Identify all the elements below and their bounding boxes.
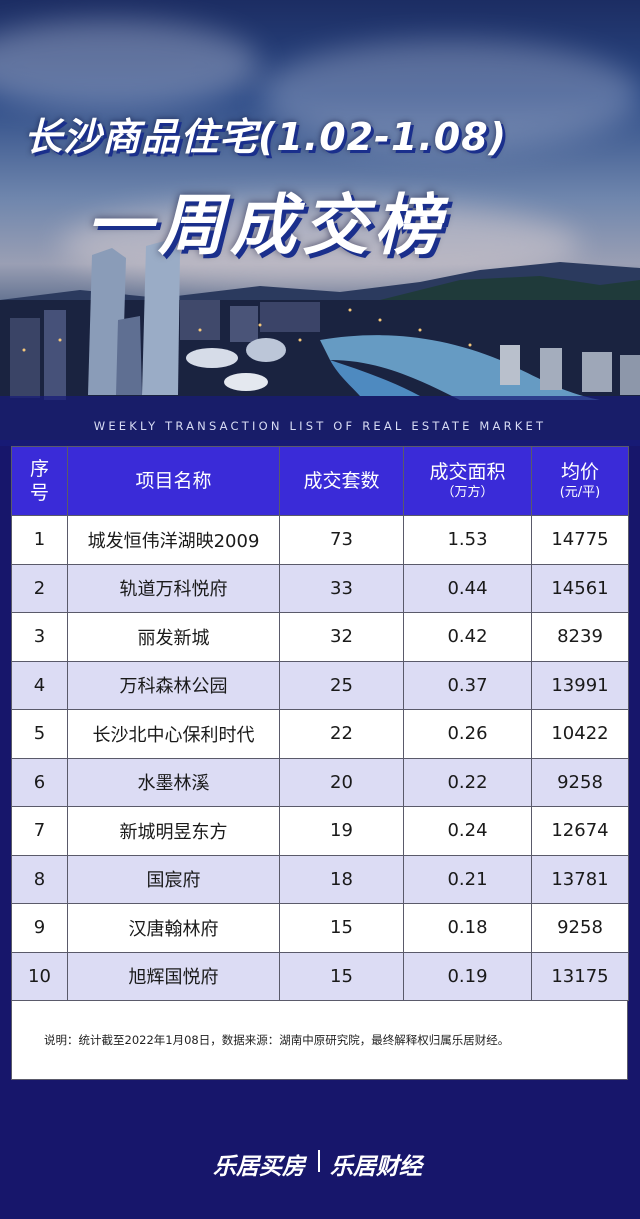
cell-index: 3: [11, 612, 68, 662]
cell-area: 0.44: [403, 563, 532, 613]
cell-price: 13991: [531, 660, 629, 710]
cell-area: 0.22: [403, 757, 532, 807]
cell-name: 城发恒伟洋湖映2009: [67, 515, 280, 565]
cell-area: 0.37: [403, 660, 532, 710]
cell-units: 15: [279, 951, 404, 1001]
lejucaijing-logo: 乐居财经: [330, 1154, 422, 1180]
cell-units: 15: [279, 903, 404, 953]
cell-name: 新城明昱东方: [67, 806, 280, 856]
cell-price: 13175: [531, 951, 629, 1001]
header-area-unit: （万方）: [441, 485, 494, 500]
header-index-line1: 序: [29, 458, 49, 480]
cell-area: 0.18: [403, 903, 532, 953]
page-title-line2: 一周成交榜: [86, 187, 446, 264]
cell-area: 0.19: [403, 951, 532, 1001]
cell-index: 1: [11, 515, 68, 565]
ranking-table-container: 序 号 项目名称 成交套数 成交面积 （万方） 均价 (元/平) 1 城发恒伟洋…: [11, 446, 629, 1001]
cell-index: 6: [11, 757, 68, 807]
header-price-label: 均价: [560, 461, 599, 483]
cell-area: 0.42: [403, 612, 532, 662]
cell-units: 18: [279, 854, 404, 904]
cell-units: 73: [279, 515, 404, 565]
cell-units: 22: [279, 709, 404, 759]
lejumaifang-logo: 乐居买房: [213, 1154, 305, 1180]
cell-price: 12674: [531, 806, 629, 856]
table-row: 10 旭辉国悦府 15 0.19 13175: [11, 951, 629, 1001]
cell-price: 14775: [531, 515, 629, 565]
cell-units: 32: [279, 612, 404, 662]
cell-price: 10422: [531, 709, 629, 759]
header-area: 成交面积 （万方）: [403, 446, 532, 516]
cell-index: 7: [11, 806, 68, 856]
table-row: 8 国宸府 18 0.21 13781: [11, 854, 629, 904]
source-note: 说明：统计截至2022年1月08日，数据来源：湖南中原研究院，最终解释权归属乐居…: [44, 1033, 510, 1047]
cell-index: 4: [11, 660, 68, 710]
table-row: 6 水墨林溪 20 0.22 9258: [11, 757, 629, 807]
table-row: 3 丽发新城 32 0.42 8239: [11, 612, 629, 662]
cell-units: 20: [279, 757, 404, 807]
cell-area: 0.26: [403, 709, 532, 759]
cell-units: 19: [279, 806, 404, 856]
cell-area: 0.24: [403, 806, 532, 856]
cell-name: 国宸府: [67, 854, 280, 904]
table-row: 1 城发恒伟洋湖映2009 73 1.53 14775: [11, 515, 629, 565]
cell-price: 9258: [531, 903, 629, 953]
cell-index: 8: [11, 854, 68, 904]
header-price: 均价 (元/平): [531, 446, 629, 516]
note-box: 说明：统计截至2022年1月08日，数据来源：湖南中原研究院，最终解释权归属乐居…: [11, 1000, 628, 1080]
logo-divider: [318, 1150, 320, 1172]
table-row: 5 长沙北中心保利时代 22 0.26 10422: [11, 709, 629, 759]
table-header-row: 序 号 项目名称 成交套数 成交面积 （万方） 均价 (元/平): [11, 446, 629, 516]
cell-name: 轨道万科悦府: [67, 563, 280, 613]
cell-name: 丽发新城: [67, 612, 280, 662]
header-area-label: 成交面积: [429, 461, 506, 483]
cell-name: 长沙北中心保利时代: [67, 709, 280, 759]
cell-price: 13781: [531, 854, 629, 904]
cell-name: 水墨林溪: [67, 757, 280, 807]
table-row: 7 新城明昱东方 19 0.24 12674: [11, 806, 629, 856]
table-row: 2 轨道万科悦府 33 0.44 14561: [11, 563, 629, 613]
cell-area: 0.21: [403, 854, 532, 904]
page-subtitle: WEEKLY TRANSACTION LIST OF REAL ESTATE M…: [93, 419, 547, 433]
hero-cityscape-image: 长沙商品住宅(1.02-1.08) 一周成交榜: [0, 0, 640, 440]
header-index: 序 号: [11, 446, 68, 516]
header-name: 项目名称: [67, 446, 280, 516]
table-row: 4 万科森林公园 25 0.37 13991: [11, 660, 629, 710]
cell-price: 14561: [531, 563, 629, 613]
table-row: 9 汉唐翰林府 15 0.18 9258: [11, 903, 629, 953]
cell-units: 33: [279, 563, 404, 613]
header-price-unit: (元/平): [559, 485, 601, 500]
subtitle-band: [0, 396, 640, 446]
cell-name: 汉唐翰林府: [67, 903, 280, 953]
cell-index: 2: [11, 563, 68, 613]
header-units: 成交套数: [279, 446, 404, 516]
ranking-table: 序 号 项目名称 成交套数 成交面积 （万方） 均价 (元/平) 1 城发恒伟洋…: [11, 446, 629, 1001]
header-index-line2: 号: [29, 482, 49, 504]
cell-name: 万科森林公园: [67, 660, 280, 710]
cell-price: 8239: [531, 612, 629, 662]
cell-units: 25: [279, 660, 404, 710]
cell-area: 1.53: [403, 515, 532, 565]
cell-index: 5: [11, 709, 68, 759]
cell-index: 9: [11, 903, 68, 953]
cell-name: 旭辉国悦府: [67, 951, 280, 1001]
cell-index: 10: [11, 951, 68, 1001]
cell-price: 9258: [531, 757, 629, 807]
page-title-line1: 长沙商品住宅(1.02-1.08): [24, 115, 508, 159]
